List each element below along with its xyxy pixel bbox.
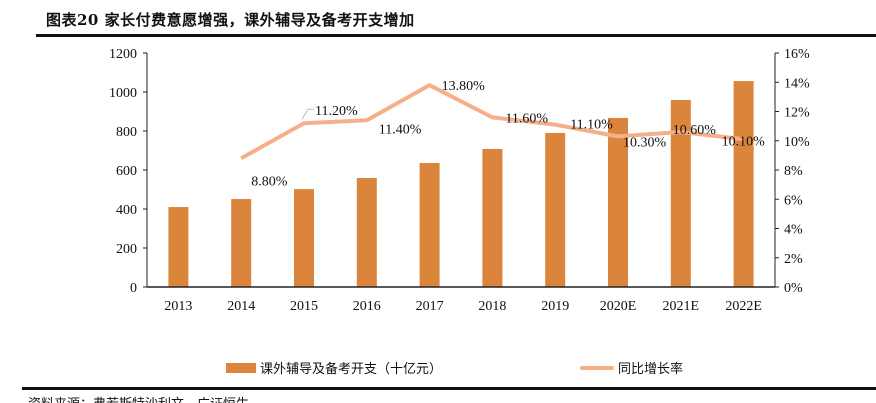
combo-chart: 0 200 400 600 800 1000 1200 0% 2% 4% 6% 8% 10% 12% 14%… <box>109 47 810 314</box>
data-label-2015: 11.20% <box>315 104 358 119</box>
x-tick-label: 2015 <box>290 299 318 314</box>
legend-label-bar: 课外辅导及备考开支（十亿元） <box>260 362 443 377</box>
right-tick-label: 2% <box>784 252 803 267</box>
bar-2017 <box>419 162 440 287</box>
bar-2015 <box>294 189 314 287</box>
legend-label-line: 同比增长率 <box>618 362 684 377</box>
bar-2021E <box>670 99 691 288</box>
left-tick-label: 400 <box>116 203 137 218</box>
data-label-2021E: 10.60% <box>673 123 717 138</box>
bar-2016 <box>356 177 377 287</box>
data-label-2017: 13.80% <box>442 79 486 94</box>
bar-2019 <box>545 132 566 287</box>
legend-swatch-bar <box>226 362 256 373</box>
right-tick-label: 0% <box>784 281 803 296</box>
x-tick-label: 2017 <box>416 299 444 314</box>
bar-2022E <box>733 81 754 287</box>
x-tick-label: 2013 <box>164 299 192 314</box>
data-label-2018: 11.60% <box>505 111 548 126</box>
x-tick-label: 2022E <box>725 299 762 314</box>
legend-swatch-line <box>580 365 614 370</box>
legend-item-line: 同比增长率 <box>580 358 683 377</box>
left-tick-label: 800 <box>116 125 137 140</box>
right-tick-label: 14% <box>784 76 810 91</box>
left-tick-label: 1000 <box>109 86 137 101</box>
data-label-2019: 11.10% <box>570 118 613 133</box>
left-tick-label: 0 <box>130 281 137 296</box>
right-tick-label: 12% <box>784 106 810 121</box>
right-tick-label: 10% <box>784 135 810 150</box>
right-tick-label: 8% <box>784 164 803 179</box>
right-tick-label: 16% <box>784 47 810 62</box>
left-tick-label: 600 <box>116 164 137 179</box>
left-tick-label: 200 <box>116 242 137 257</box>
legend-item-bar: 课外辅导及备考开支（十亿元） <box>226 358 442 377</box>
x-tick-label: 2020E <box>600 299 637 314</box>
x-tick-label: 2016 <box>353 299 381 314</box>
bar-2013 <box>168 207 189 287</box>
data-label-2022E: 10.10% <box>722 134 766 149</box>
bottom-rule <box>22 387 876 390</box>
data-label-2016: 11.40% <box>379 122 422 137</box>
right-tick-label: 4% <box>784 223 803 238</box>
bar-2018 <box>482 148 503 287</box>
left-tick-label: 1200 <box>109 47 137 62</box>
bar-2020E <box>608 117 628 287</box>
growth-line <box>240 83 744 161</box>
figure-title: 图表20 家长付费意愿增强，课外辅导及备考开支增加 <box>46 11 415 29</box>
data-label-2014: 8.80% <box>251 174 288 189</box>
top-rule <box>36 34 876 37</box>
x-tick-label: 2018 <box>478 299 506 314</box>
bar-2014 <box>231 199 252 287</box>
label-leader-line <box>301 108 314 120</box>
x-tick-label: 2019 <box>541 299 569 314</box>
right-tick-label: 6% <box>784 193 803 208</box>
x-tick-label: 2014 <box>227 299 255 314</box>
data-label-2020E: 10.30% <box>623 135 667 150</box>
source-note: 资料来源：弗若斯特沙利文，广证恒生 <box>28 393 249 403</box>
x-tick-label: 2021E <box>663 299 700 314</box>
